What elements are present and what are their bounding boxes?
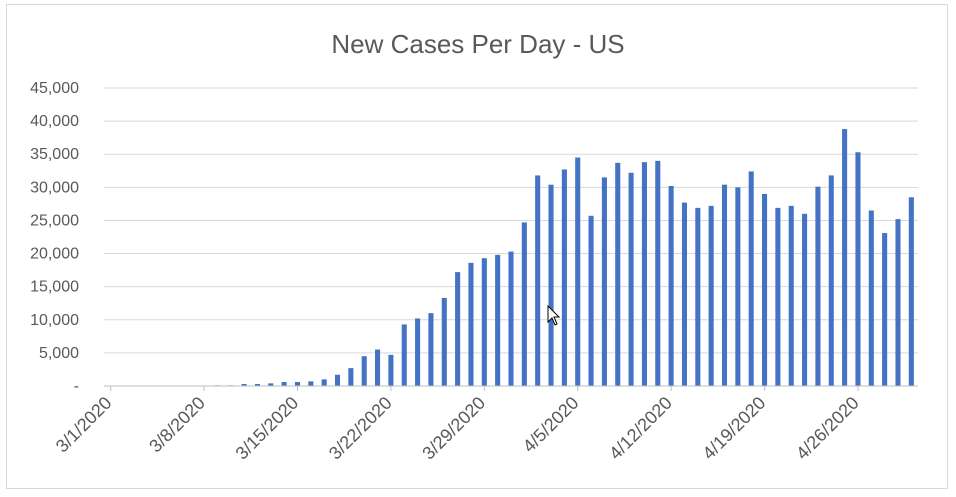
bar xyxy=(241,384,247,386)
bar xyxy=(601,177,607,386)
bar xyxy=(815,186,821,386)
bar xyxy=(842,129,848,386)
bar xyxy=(895,219,901,386)
bar xyxy=(468,262,474,386)
y-tick-label: 5,000 xyxy=(39,345,79,362)
y-tick-label: 25,000 xyxy=(30,212,79,229)
x-tick-label: 3/22/2020 xyxy=(325,393,396,464)
x-tick-label: 3/15/2020 xyxy=(232,393,303,464)
bar xyxy=(668,186,674,386)
y-axis-tick-labels: - 5,000 10,000 15,000 20,000 25,000 30,000 35,0… xyxy=(30,80,79,395)
y-tick-label: 10,000 xyxy=(30,312,79,329)
y-tick-label: 45,000 xyxy=(30,80,79,97)
bar xyxy=(441,297,447,386)
x-tick-label: 4/26/2020 xyxy=(792,393,863,464)
bar xyxy=(281,382,287,386)
bar xyxy=(361,356,367,386)
x-tick-label: 4/19/2020 xyxy=(699,393,770,464)
bar xyxy=(321,379,327,386)
bar xyxy=(575,157,581,386)
bar xyxy=(334,374,341,386)
bar xyxy=(748,171,754,386)
bar xyxy=(455,272,461,386)
bar xyxy=(802,213,808,386)
bar xyxy=(908,197,914,386)
bar xyxy=(762,193,768,386)
bar xyxy=(294,382,301,386)
bar xyxy=(254,384,260,386)
bar xyxy=(721,184,728,386)
x-tick-label: 3/1/2020 xyxy=(52,393,116,457)
bar xyxy=(508,251,514,386)
x-tick-label: 3/8/2020 xyxy=(145,393,209,457)
bar xyxy=(882,233,888,386)
bar xyxy=(348,368,354,386)
bar xyxy=(428,313,434,386)
bar xyxy=(868,210,874,386)
bar xyxy=(735,187,741,386)
bar xyxy=(388,354,394,386)
y-tick-label: - xyxy=(74,378,79,395)
y-tick-label: 20,000 xyxy=(30,246,79,263)
bar xyxy=(588,215,594,386)
bar xyxy=(495,254,501,386)
bar xyxy=(308,381,314,386)
bar xyxy=(375,349,381,386)
bar xyxy=(641,162,647,386)
mouse-pointer-icon xyxy=(547,304,561,326)
bar xyxy=(415,318,421,386)
bar xyxy=(268,383,274,386)
bar xyxy=(535,175,541,386)
bar xyxy=(695,207,701,386)
x-tick-label: 4/12/2020 xyxy=(605,393,676,464)
bar xyxy=(548,184,554,386)
bar xyxy=(828,175,834,386)
bar xyxy=(788,205,794,386)
bar xyxy=(681,202,688,386)
x-tick-label: 4/5/2020 xyxy=(519,393,583,457)
bar xyxy=(615,162,621,386)
y-tick-label: 40,000 xyxy=(30,113,79,130)
bar xyxy=(855,152,861,386)
gridlines xyxy=(104,87,918,354)
y-tick-label: 35,000 xyxy=(30,146,79,163)
bar xyxy=(521,222,527,386)
bar xyxy=(401,324,407,386)
y-tick-label: 30,000 xyxy=(30,179,79,196)
bar xyxy=(655,160,661,386)
bar xyxy=(775,207,781,386)
x-axis-tick-labels: 3/1/2020 3/8/2020 3/15/2020 3/22/2020 3/29/2… xyxy=(52,386,863,463)
bar xyxy=(561,169,567,386)
y-tick-label: 15,000 xyxy=(30,279,79,296)
bar xyxy=(481,258,487,386)
bars xyxy=(214,129,914,386)
chart-title: New Cases Per Day - US xyxy=(331,29,624,59)
bar xyxy=(628,172,634,386)
x-tick-label: 3/29/2020 xyxy=(418,393,489,464)
bar xyxy=(708,205,714,386)
